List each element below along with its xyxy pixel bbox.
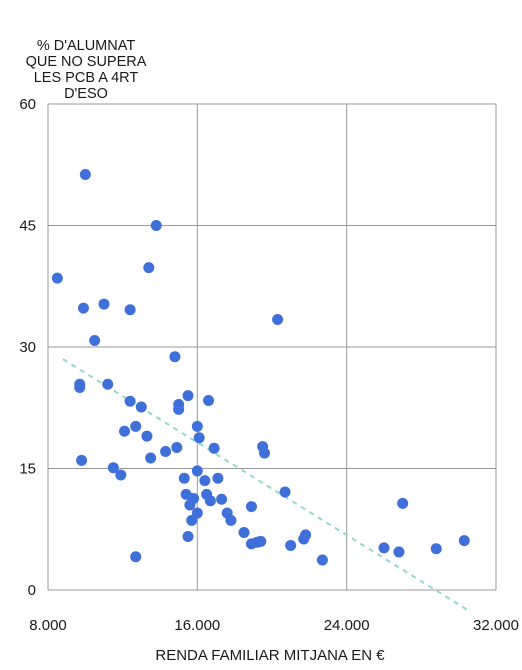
data-point: [119, 425, 131, 437]
y-axis-label-line-4: D'ESO: [64, 86, 108, 102]
data-point: [238, 526, 250, 538]
data-point: [124, 304, 136, 316]
trend-line: [62, 358, 469, 612]
data-point: [76, 454, 88, 466]
data-point: [193, 432, 205, 444]
data-point: [135, 401, 147, 413]
data-point: [77, 302, 89, 314]
data-point: [171, 441, 183, 453]
data-point: [150, 220, 162, 231]
data-point: [203, 394, 215, 406]
data-point: [186, 514, 198, 526]
data-point: [300, 529, 312, 541]
y-tick-label: 45: [19, 218, 36, 235]
y-axis-label-line-1: % D'ALUMNAT: [37, 38, 136, 54]
x-tick-label: 24.000: [324, 617, 370, 634]
data-point: [173, 403, 185, 415]
y-axis-label-line-3: LES PCB A 4RT: [34, 70, 139, 86]
data-point: [216, 493, 228, 505]
x-tick-label: 16.000: [174, 617, 220, 634]
data-point: [115, 469, 127, 481]
data-point: [430, 543, 442, 555]
data-point: [393, 546, 405, 558]
data-point: [245, 501, 257, 513]
data-point: [458, 535, 470, 547]
data-point: [89, 335, 101, 347]
data-point: [212, 472, 224, 484]
data-point: [102, 378, 114, 390]
data-point: [130, 420, 142, 432]
trend-line-group: [62, 358, 469, 612]
data-point: [107, 462, 119, 474]
y-tick-label: 0: [28, 582, 36, 599]
y-tick-label: 15: [19, 461, 36, 478]
data-point: [98, 298, 110, 310]
data-point: [199, 475, 211, 487]
data-point: [124, 395, 136, 407]
x-tick-label: 8.000: [29, 617, 67, 634]
x-axis-label: RENDA FAMILIAR MITJANA EN €: [155, 647, 385, 664]
data-point: [316, 554, 328, 566]
y-tick-label: 60: [19, 96, 36, 113]
data-point: [51, 272, 63, 284]
data-point: [279, 486, 291, 498]
data-point: [255, 535, 267, 547]
data-point: [79, 168, 91, 180]
data-point: [191, 465, 203, 477]
y-tick-label: 30: [19, 339, 36, 356]
data-point: [259, 447, 271, 459]
data-point: [184, 499, 196, 511]
data-point: [208, 442, 220, 454]
y-axis-label-line-2: QUE NO SUPERA: [26, 54, 147, 70]
data-point: [397, 497, 409, 509]
axes: % D'ALUMNAT QUE NO SUPERA LES PCB A 4RT …: [19, 38, 519, 664]
grid-lines: [47, 103, 497, 591]
data-point: [182, 390, 194, 402]
data-point: [182, 531, 194, 543]
data-points: [51, 168, 470, 566]
data-point: [178, 472, 190, 484]
data-point: [130, 551, 142, 563]
x-tick-label: 32.000: [473, 617, 519, 634]
data-point: [191, 420, 203, 432]
data-point: [225, 514, 237, 526]
data-point: [285, 539, 297, 551]
data-point: [143, 262, 155, 274]
data-point: [272, 313, 284, 325]
data-point: [160, 445, 172, 457]
data-point: [169, 351, 181, 363]
data-point: [378, 542, 390, 554]
data-point: [141, 430, 153, 442]
data-point: [204, 495, 216, 507]
data-point: [74, 382, 86, 393]
data-point: [145, 452, 157, 464]
